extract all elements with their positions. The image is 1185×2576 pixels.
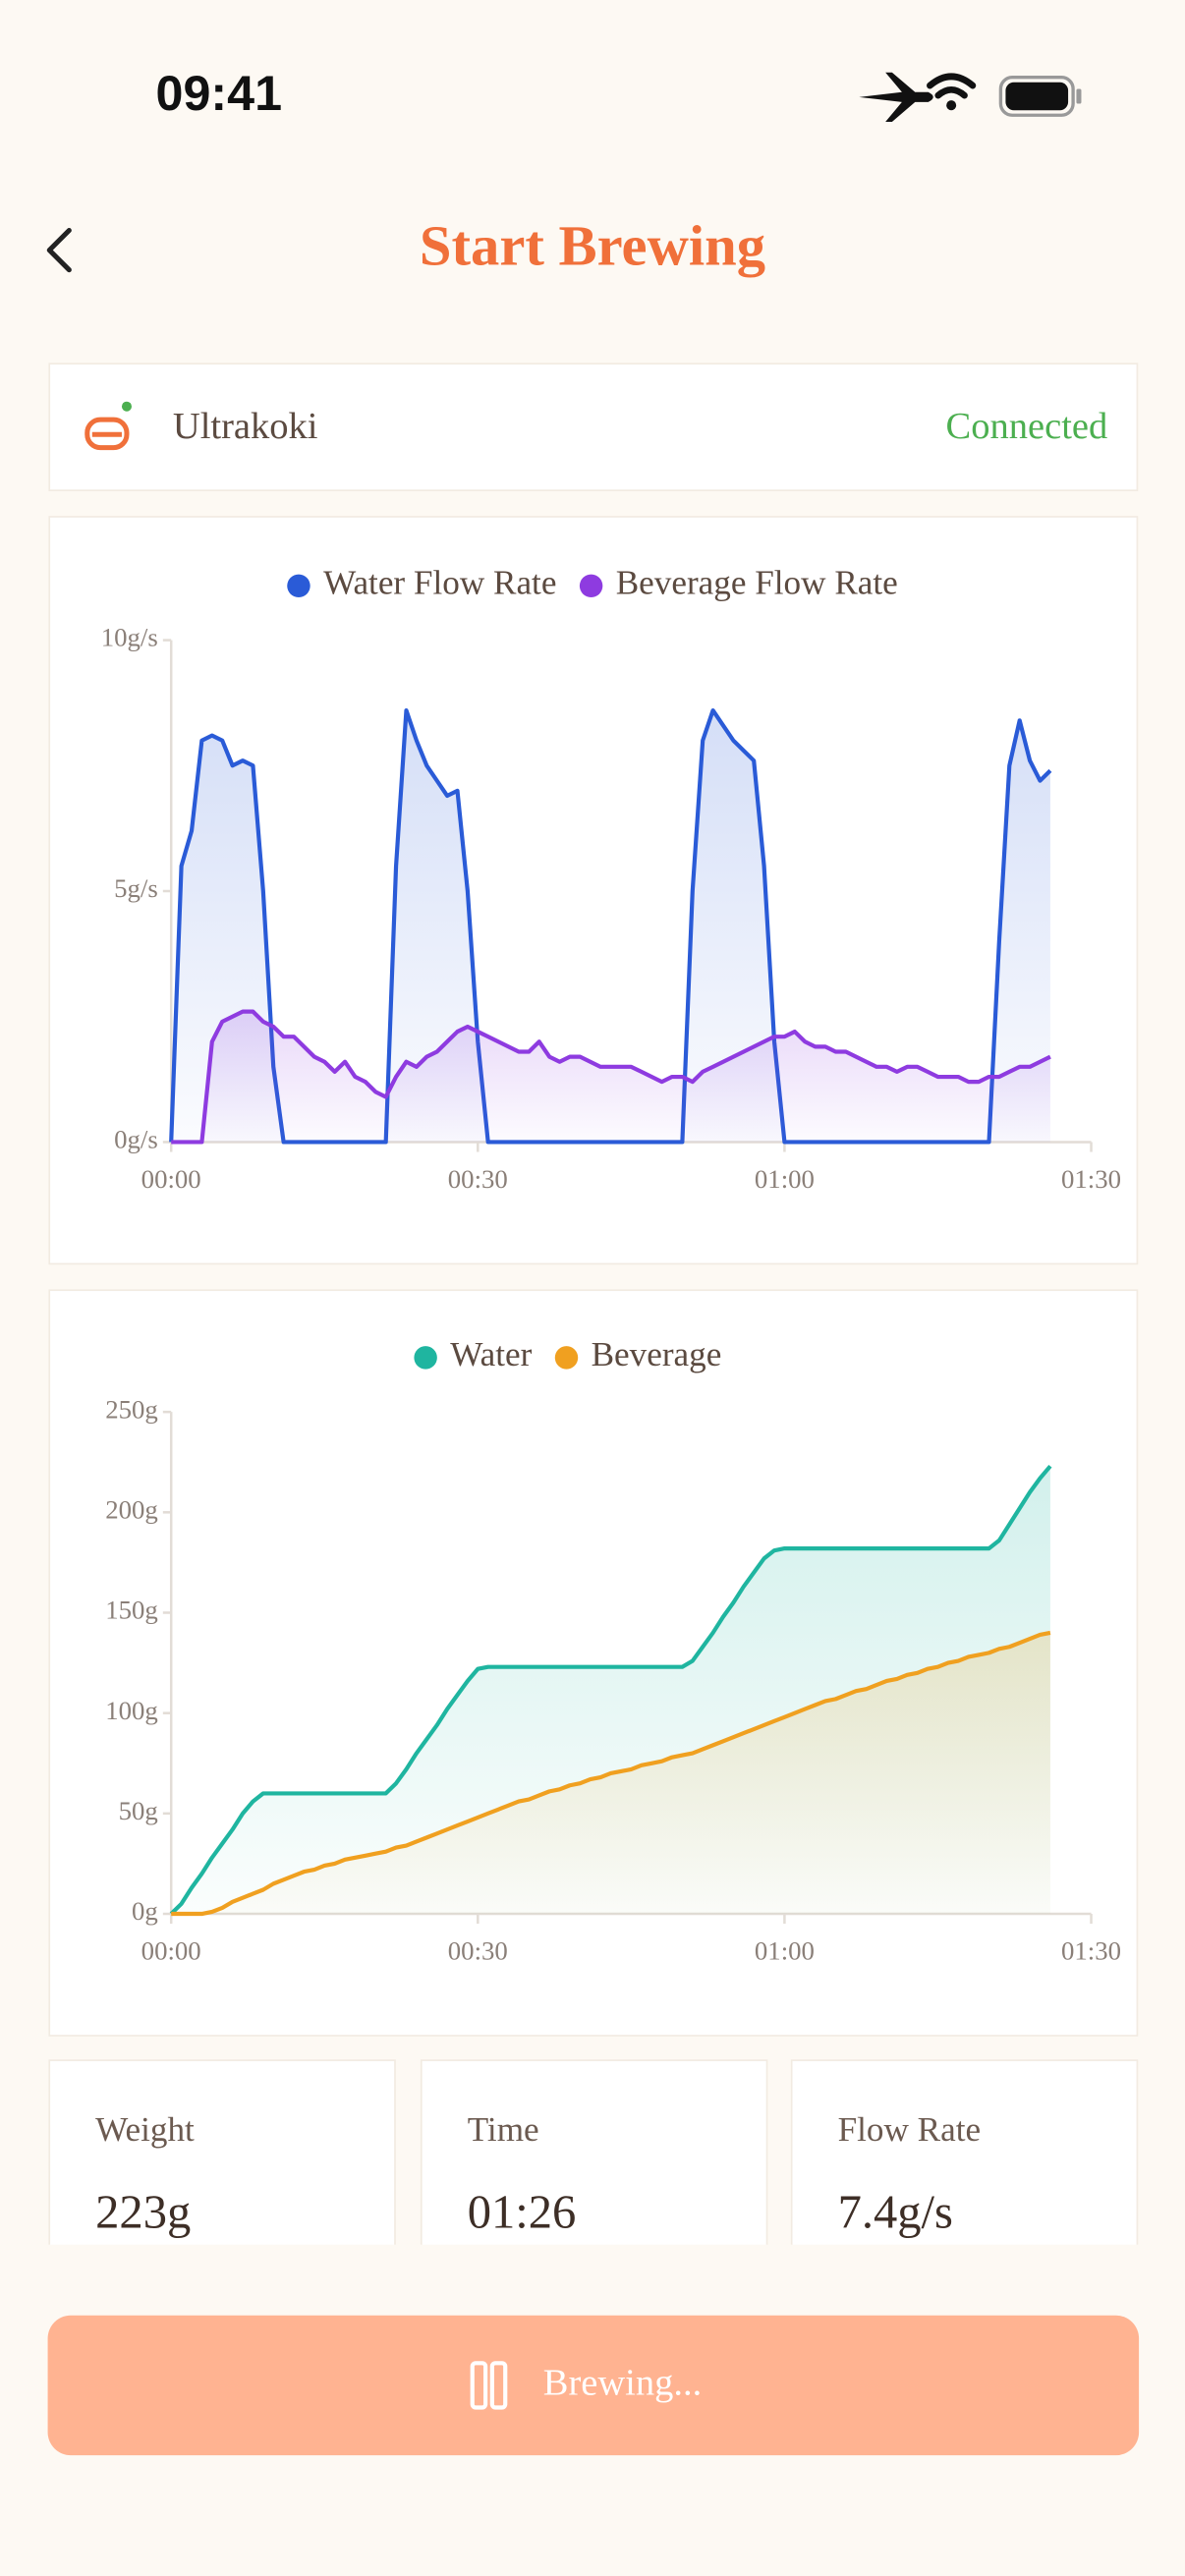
- battery-tip: [1076, 88, 1082, 104]
- y-tick-label: 150g: [105, 1596, 158, 1625]
- stat-card: [420, 2059, 768, 2275]
- line: [171, 1630, 1051, 1917]
- stats: Weight 223g Time 01:26 Flow Rate 7.4g/s: [48, 2059, 1139, 2275]
- wifi-dot: [946, 100, 957, 111]
- airplane-icon: [859, 72, 933, 122]
- legend-label: Water Flow Rate: [323, 563, 556, 601]
- y-tick-label: 200g: [105, 1494, 158, 1524]
- back-button[interactable]: [46, 227, 72, 273]
- y-tick-label: 0g: [132, 1896, 158, 1926]
- pause-icon: [470, 2361, 488, 2410]
- legend-swatch: [554, 1346, 579, 1370]
- y-tick-label: 0g/s: [114, 1125, 158, 1154]
- y-tick-label: 50g: [119, 1796, 158, 1825]
- x-tick-label: 00:00: [141, 1935, 201, 1965]
- battery-level: [1005, 82, 1069, 111]
- stat-value: 7.4g/s: [838, 2185, 953, 2238]
- legend-swatch: [579, 574, 603, 598]
- line: [171, 1009, 1051, 1145]
- x-tick-label: 01:00: [755, 1164, 815, 1194]
- stat-label: Time: [468, 2110, 539, 2149]
- status-time: 09:41: [156, 66, 283, 121]
- line: [169, 1464, 1052, 1916]
- pause-icon: [489, 2361, 508, 2410]
- wifi-icon: [927, 73, 977, 99]
- device-led: [121, 401, 132, 412]
- y-tick-label: 5g/s: [114, 873, 158, 903]
- stat-label: Flow Rate: [838, 2110, 982, 2149]
- brewing-button[interactable]: [47, 2315, 1140, 2456]
- x-tick-label: 01:30: [1061, 1935, 1121, 1965]
- button-label: Brewing...: [543, 2363, 703, 2404]
- x-tick-label: 01:00: [755, 1935, 815, 1965]
- x-tick-label: 00:30: [448, 1164, 508, 1194]
- legend-label: Water: [450, 1335, 532, 1373]
- stat-card: [48, 2059, 396, 2275]
- device-icon: [85, 417, 130, 451]
- stat-value: 223g: [95, 2185, 191, 2238]
- y-tick-label: 10g/s: [101, 623, 158, 652]
- x-tick-label: 00:00: [141, 1164, 201, 1194]
- x-tick-label: 00:30: [448, 1935, 508, 1965]
- legend-label: Beverage: [592, 1335, 722, 1373]
- chart: 0g/s 5g/s 10g/s 00:00 00:30 01:00 01:30 Water F…: [101, 563, 1121, 1193]
- legend-label: Beverage Flow Rate: [616, 563, 898, 601]
- stat-value: 01:26: [468, 2185, 577, 2238]
- connection-status: Connected: [946, 406, 1108, 447]
- device-card: [48, 363, 1139, 491]
- y-tick-label: 100g: [105, 1696, 158, 1725]
- legend-swatch: [414, 1346, 437, 1370]
- stat-label: Weight: [95, 2110, 195, 2149]
- x-tick-label: 01:30: [1061, 1164, 1121, 1194]
- y-tick-label: 250g: [105, 1394, 158, 1424]
- legend: Water Flow Rate Beverage Flow Rate: [287, 563, 898, 601]
- area: [171, 1011, 1050, 1143]
- battery-icon: [998, 76, 1075, 117]
- device-name: Ultrakoki: [173, 406, 318, 447]
- legend: Water Beverage: [414, 1335, 721, 1373]
- legend-swatch: [287, 574, 310, 598]
- chart: 0g 50g 100g 150g 200g 250g 00:00 00:30 01:00 01:3…: [105, 1335, 1121, 1965]
- page-title: Start Brewing: [420, 214, 765, 278]
- charts: 0g/s 5g/s 10g/s 00:00 00:30 01:00 01:30 Water F…: [101, 563, 1121, 1965]
- stat-card: [790, 2059, 1139, 2275]
